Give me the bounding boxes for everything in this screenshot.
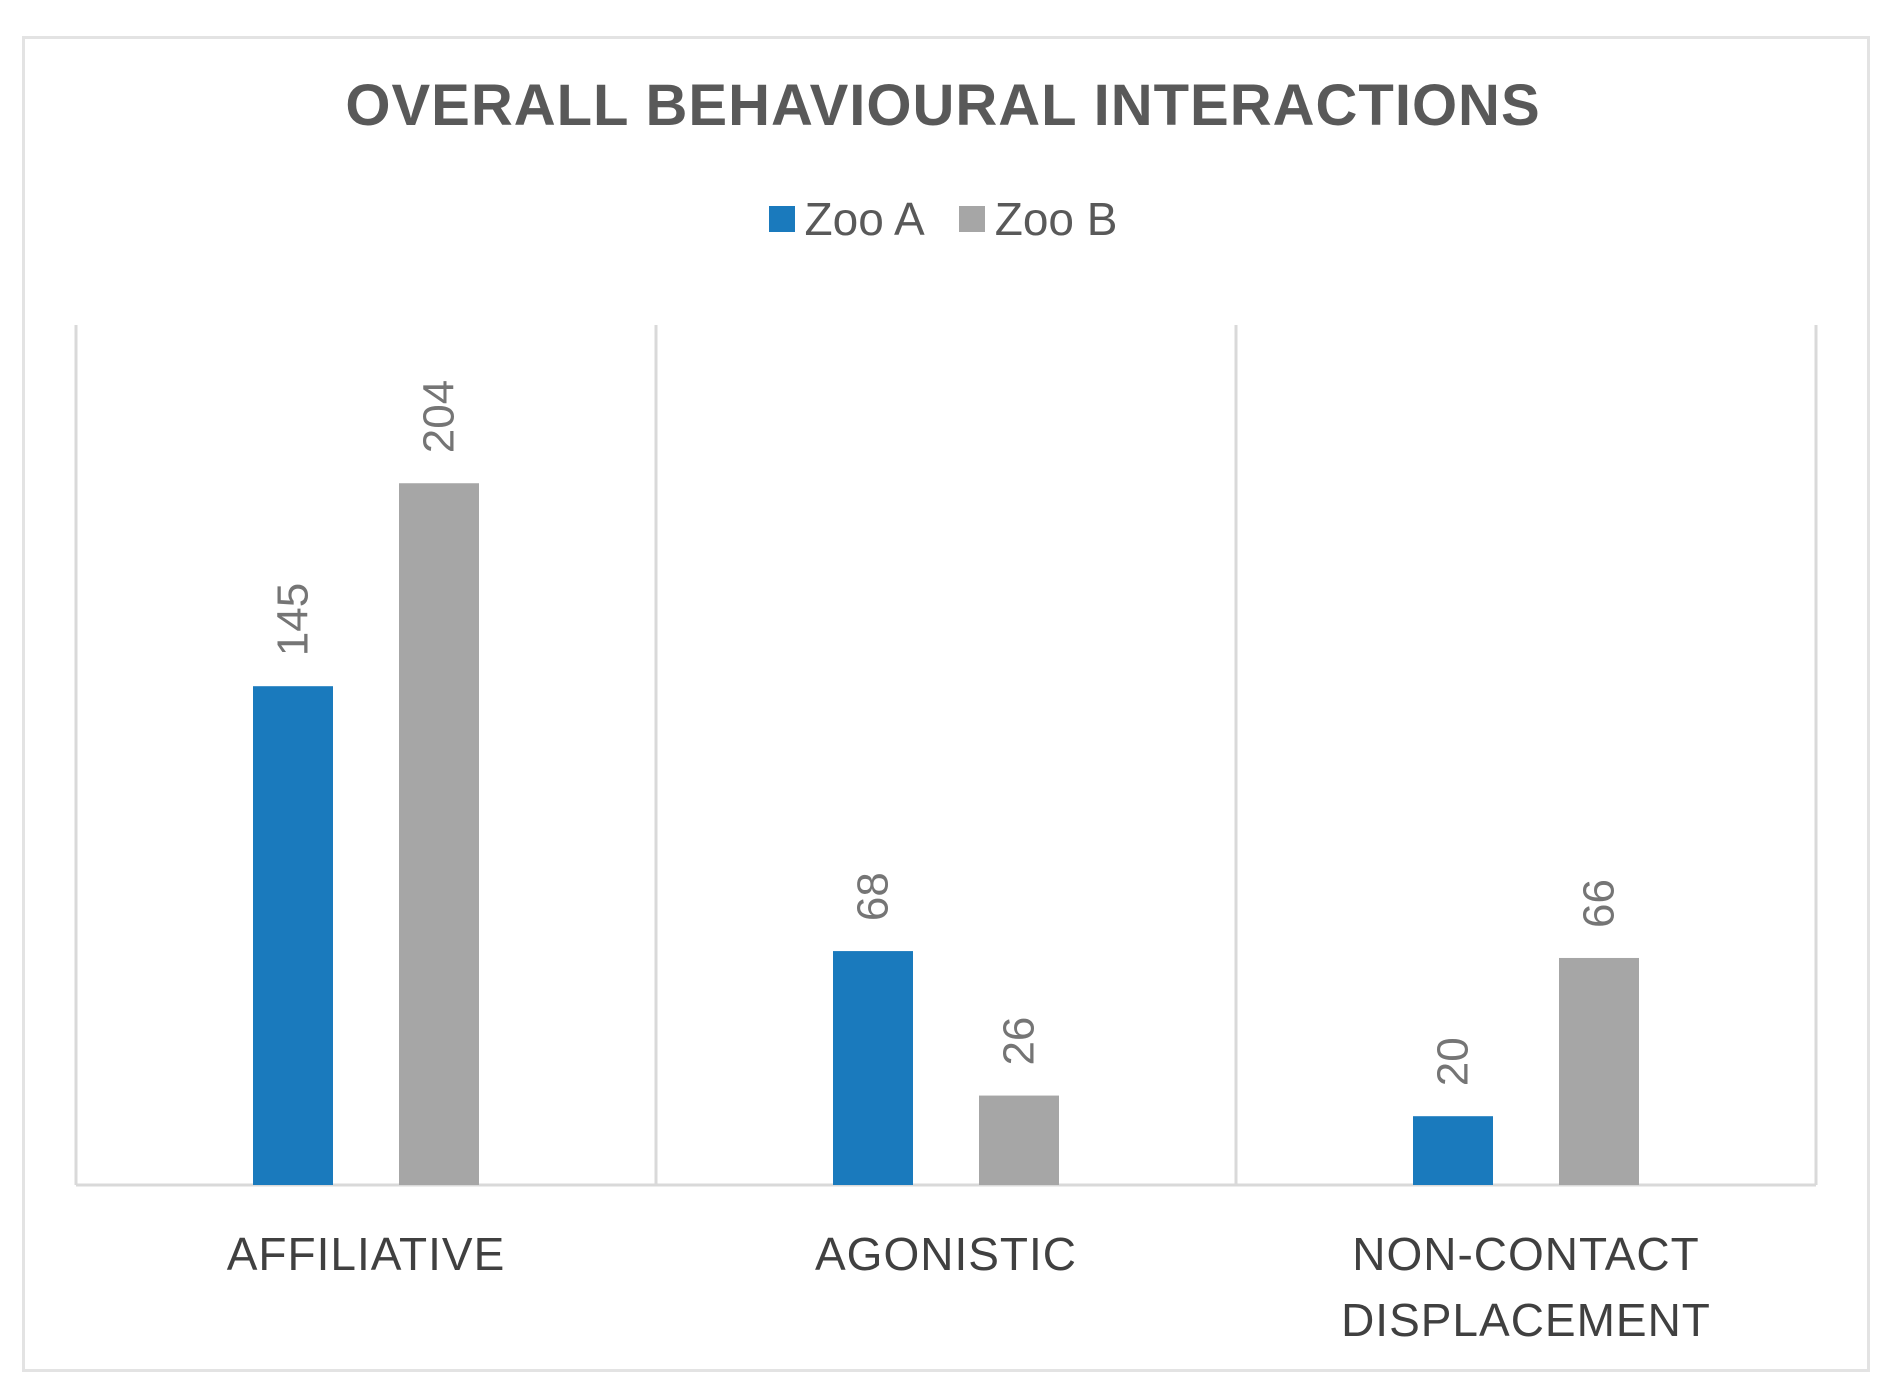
bar-zoo-a-1 (253, 686, 333, 1185)
data-label-zoo-b-3: 66 (1575, 879, 1624, 928)
category-label-line: DISPLACEMENT (1341, 1294, 1711, 1346)
category-label-line: AGONISTIC (815, 1228, 1077, 1280)
category-label-3: NON-CONTACT DISPLACEMENT (1341, 1228, 1711, 1346)
bar-zoo-b-2 (979, 1096, 1059, 1185)
category-label-2: AGONISTIC (815, 1228, 1077, 1280)
bar-zoo-a-3 (1413, 1116, 1493, 1185)
category-label-line: AFFILIATIVE (227, 1228, 506, 1280)
bar-zoo-b-1 (399, 483, 479, 1185)
bar-zoo-b-3 (1559, 958, 1639, 1185)
category-label-line: NON-CONTACT (1352, 1228, 1699, 1280)
bar-zoo-a-2 (833, 951, 913, 1185)
bar-chart-plot: 145 204 AFFILIATIVE 68 26 AGONISTIC 20 66 NON-CO… (0, 0, 1886, 1391)
data-label-zoo-a-1: 145 (269, 583, 318, 656)
data-label-zoo-a-2: 68 (849, 872, 898, 921)
category-label-1: AFFILIATIVE (227, 1228, 506, 1280)
data-label-zoo-b-2: 26 (995, 1017, 1044, 1066)
data-label-zoo-b-1: 204 (415, 380, 464, 453)
data-label-zoo-a-3: 20 (1429, 1037, 1478, 1086)
